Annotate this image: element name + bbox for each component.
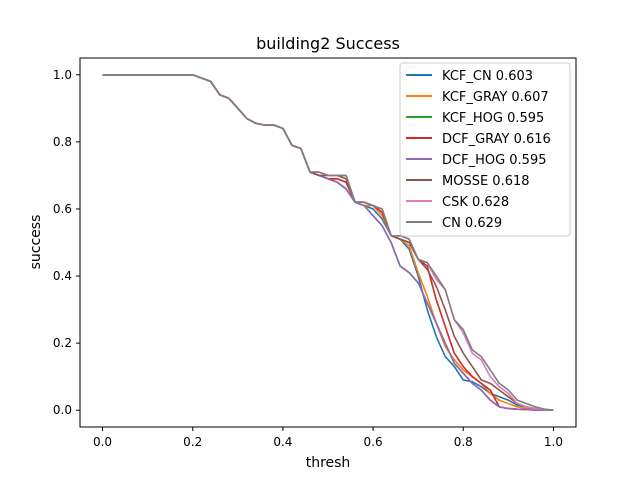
x-tick-label: 0.0 <box>93 435 112 449</box>
y-tick-label: 0.8 <box>53 135 72 149</box>
x-tick-label: 0.4 <box>273 435 292 449</box>
x-ticks: 0.0 0.2 0.4 0.6 0.8 1.0 <box>93 427 563 449</box>
series-line-7 <box>102 74 554 411</box>
legend-entry: KCF_GRAY 0.607 <box>442 90 549 105</box>
axes-frame <box>79 57 577 428</box>
legend-entry: CN 0.629 <box>442 216 502 231</box>
legend-entry: CSK 0.628 <box>442 195 509 210</box>
legend-box <box>399 62 571 237</box>
x-tick-label: 0.8 <box>454 435 473 449</box>
y-ticks: 0.0 0.2 0.4 0.6 0.8 1.0 <box>53 68 80 417</box>
legend-entry: DCF_HOG 0.595 <box>442 153 547 168</box>
y-tick-label: 0.0 <box>53 403 72 417</box>
plot-lines <box>102 74 554 412</box>
x-tick-label: 0.2 <box>183 435 202 449</box>
chart-title: building2 Success <box>256 34 400 53</box>
x-axis-label: thresh <box>306 455 351 471</box>
legend-entry: KCF_HOG 0.595 <box>442 111 544 126</box>
y-tick-label: 1.0 <box>53 68 72 82</box>
y-tick-label: 0.6 <box>53 202 72 216</box>
y-tick-label: 0.4 <box>53 269 72 283</box>
legend-entry: MOSSE 0.618 <box>442 174 530 189</box>
x-tick-label: 1.0 <box>544 435 563 449</box>
y-tick-label: 0.2 <box>53 336 72 350</box>
x-tick-label: 0.6 <box>364 435 383 449</box>
legend-entry: DCF_GRAY 0.616 <box>442 132 551 147</box>
legend: KCF_CN 0.603 KCF_GRAY 0.607 KCF_HOG 0.595 D… <box>399 62 571 237</box>
legend-entry: KCF_CN 0.603 <box>442 69 533 84</box>
y-axis-label: success <box>28 215 44 270</box>
